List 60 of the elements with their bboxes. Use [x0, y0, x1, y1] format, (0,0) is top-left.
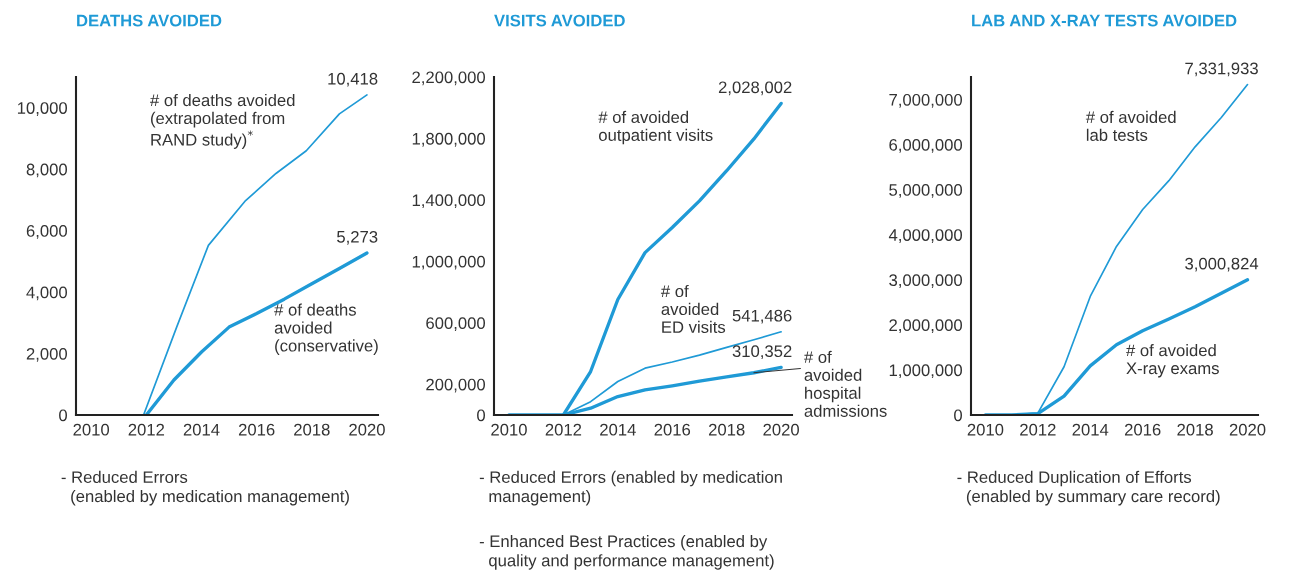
y-tick-label: 2,000 — [26, 347, 68, 362]
x-tick-label: 2010 — [967, 423, 1004, 436]
y-tick-label: 6,000,000 — [889, 139, 963, 153]
text: - Reduced Errors (enabled by medication management) — [61, 470, 349, 506]
x-tick-label: 2020 — [1229, 423, 1266, 436]
y-tick-label: 1,000,000 — [412, 255, 486, 270]
series-label: # of avoided outpatient visits — [598, 110, 713, 145]
x-tick-label: 2018 — [294, 423, 330, 436]
x-tick-label: 2012 — [1020, 423, 1056, 436]
y-tick-label: 200,000 — [426, 378, 486, 393]
series-label: # of avoided ED visits — [660, 284, 726, 334]
x-tick-label: 2020 — [763, 423, 799, 436]
series-label: # of deaths avoided (conservative) — [274, 303, 378, 355]
x-tick-label: 2020 — [349, 423, 385, 436]
y-tick-label: 7,000,000 — [889, 93, 963, 108]
y-tick-label: 1,400,000 — [412, 194, 486, 209]
data-label: 7,331,933 — [1185, 62, 1258, 77]
text: - Reduced Errors (enabled by medication management) — [479, 470, 782, 506]
y-tick-label: 3,000,000 — [889, 274, 963, 288]
x-tick-label: 2018 — [708, 423, 745, 436]
text: - Enhanced Best Practices (enabled by quality and performance management) — [479, 534, 774, 570]
x-tick-label: 2010 — [73, 423, 110, 436]
y-tick-label: 10,000 — [17, 102, 68, 116]
series-label: # of avoided lab tests — [1085, 110, 1176, 141]
x-tick-label: 2014 — [1072, 423, 1109, 436]
y-tick-label: 6,000 — [26, 225, 68, 239]
y-tick-label: 4,000 — [26, 286, 68, 301]
x-tick-label: 2018 — [1177, 423, 1213, 436]
x-tick-label: 2012 — [128, 423, 165, 436]
x-tick-label: 2014 — [183, 423, 220, 436]
y-tick-label: 8,000 — [26, 163, 68, 178]
chart-title: VISITS AVOIDED — [494, 14, 625, 27]
y-tick-label: 0 — [477, 409, 486, 422]
y-tick-label: 1,800,000 — [412, 132, 486, 147]
x-tick-label: 2016 — [654, 423, 691, 436]
x-tick-label: 2010 — [491, 423, 527, 436]
y-tick-label: 600,000 — [426, 317, 486, 331]
x-tick-label: 2012 — [545, 423, 582, 436]
data-label: 5,273 — [337, 230, 378, 245]
data-label: 3,000,824 — [1185, 257, 1259, 272]
y-tick-label: 4,000,000 — [888, 229, 963, 243]
series-label: # of deaths avoided (extrapolated from RAND study)$^{*}$ — [150, 93, 295, 149]
chart-title: DEATHS AVOIDED — [77, 14, 222, 27]
x-tick-label: 2014 — [600, 423, 636, 436]
series-label: # of avoided hospital admissions — [803, 350, 887, 417]
data-label: 10,418 — [328, 72, 378, 87]
y-tick-label: 0 — [59, 409, 68, 422]
chart-title: LAB AND X-RAY TESTS AVOIDED — [972, 14, 1237, 27]
text: - Reduced Duplication of Efforts (enabled by summary care record) — [957, 470, 1220, 506]
series-label: # of avoided X-ray exams — [1126, 344, 1219, 378]
x-tick-label: 2016 — [238, 423, 275, 436]
data-label: 541,486 — [732, 309, 792, 324]
x-tick-label: 2016 — [1124, 423, 1161, 436]
data-label: 310,352 — [732, 345, 792, 360]
y-tick-label: 2,000,000 — [889, 319, 963, 334]
y-tick-label: 5,000,000 — [889, 184, 963, 198]
y-tick-label: 1,000,000 — [889, 364, 963, 379]
y-tick-label: 0 — [954, 409, 963, 422]
y-tick-label: 2,200,000 — [412, 71, 486, 86]
data-label: 2,028,002 — [718, 81, 792, 96]
